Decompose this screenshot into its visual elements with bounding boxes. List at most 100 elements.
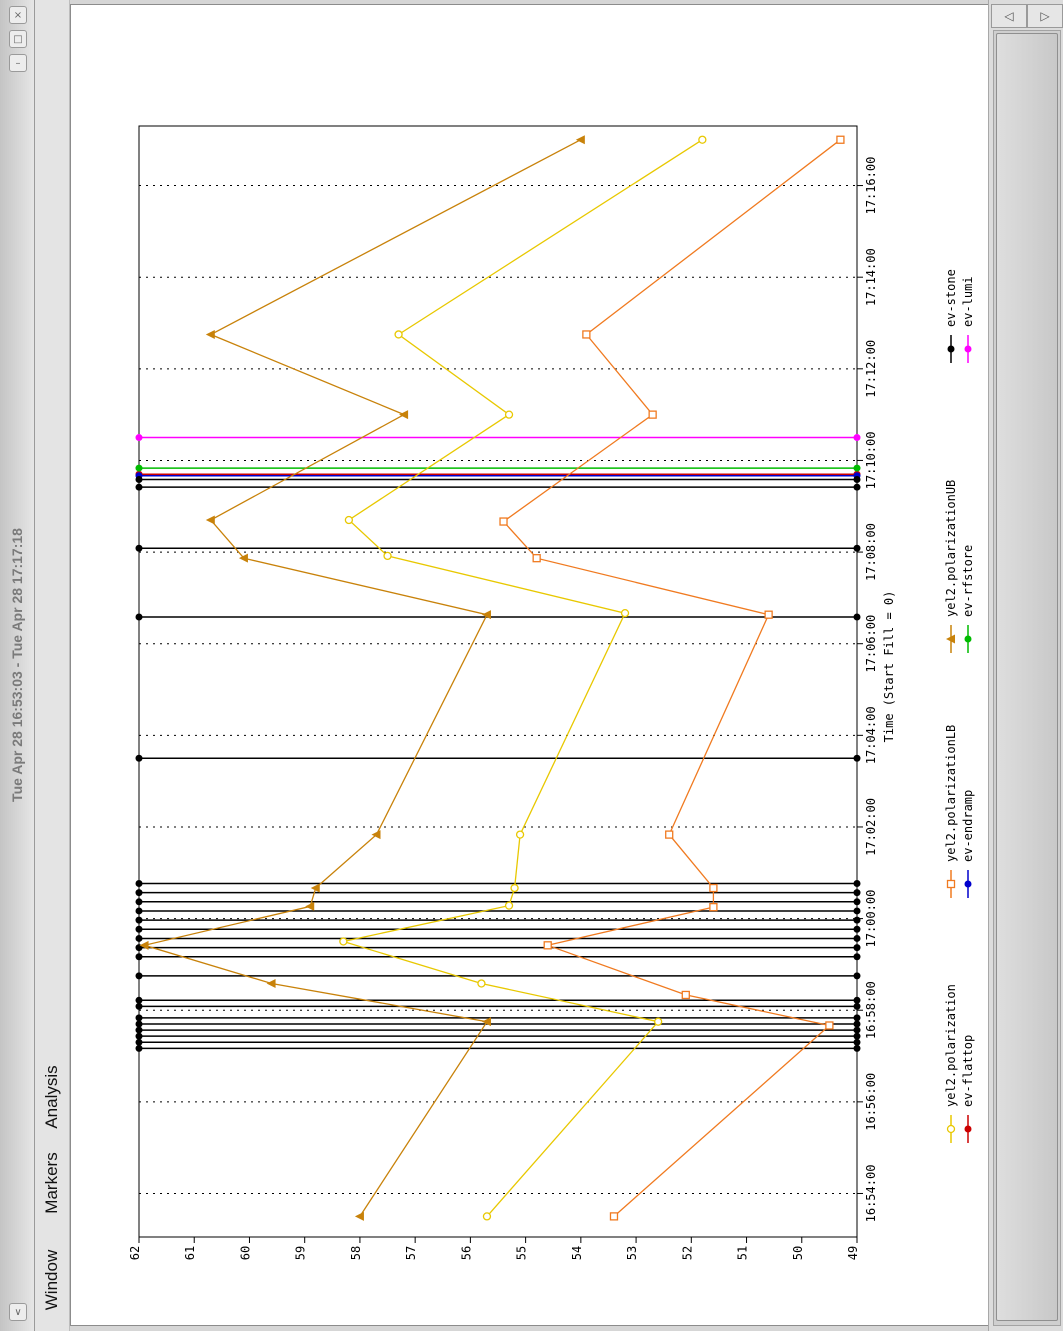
legend-label: yel2.polarizationUB [944,480,958,617]
event-dot-ev-stone [136,755,143,762]
scroll-up-arrow-icon[interactable]: ◁ [991,4,1027,28]
data-point-yel2.polarizationLB [710,904,717,911]
data-point-yel2.polarization [622,610,629,617]
window-menu-icon[interactable]: ∨ [9,1303,27,1321]
data-point-yel2.polarization [395,331,402,338]
menu-bar: Window Markers Analysis [35,0,70,1331]
event-dot-ev-stone [136,907,143,914]
event-dot-ev-stone [854,1014,861,1021]
value-tick-label: 53 [625,1246,639,1260]
time-tick-label: 17:06:00 [864,615,878,673]
event-dot-ev-rfstore [136,465,143,472]
event-dot-ev-stone [136,889,143,896]
event-dot-ev-stone [854,917,861,924]
event-dot-ev-stone [854,944,861,951]
minimize-icon[interactable]: – [9,54,27,72]
legend-label: yel2.polarization [944,984,958,1107]
value-tick-label: 49 [846,1246,860,1260]
event-dot-ev-stone [854,997,861,1004]
axis-label: Time (Start Fill = 0) [882,591,896,743]
data-point-yel2.polarization [478,980,485,987]
event-dot-ev-stone [854,898,861,905]
time-tick-label: 17:16:00 [864,157,878,215]
event-dot-ev-stone [854,1020,861,1027]
data-point-yel2.polarization [655,1018,662,1025]
data-point-yel2.polarization [506,902,513,909]
legend-label: ev-endramp [961,790,975,862]
event-dot-ev-stone [854,1003,861,1010]
event-dot-ev-stone [136,935,143,942]
time-tick-label: 16:54:00 [864,1165,878,1223]
event-dot-ev-stone [136,1045,143,1052]
data-point-yel2.polarization [699,136,706,143]
menu-window[interactable]: Window [42,1250,62,1310]
event-dot-ev-stone [136,898,143,905]
close-icon[interactable]: × [9,6,27,24]
data-point-yel2.polarizationUB [206,330,215,339]
time-tick-label: 17:00:00 [864,890,878,948]
series-line-yel2.polarizationLB [504,140,841,1217]
legend-label: ev-stone [944,269,958,327]
scrollbar: ◁ ▷ [988,0,1063,1331]
legend-marker [948,1126,955,1133]
legend-marker [965,346,972,353]
data-point-yel2.polarizationLB [500,518,507,525]
event-dot-ev-stone [136,1003,143,1010]
value-tick-label: 50 [791,1246,805,1260]
data-point-yel2.polarizationUB [482,610,491,619]
event-dot-ev-stone [854,1033,861,1040]
value-tick-label: 60 [238,1246,252,1260]
data-point-yel2.polarization [345,517,352,524]
legend-marker [965,636,972,643]
data-point-yel2.polarizationUB [206,516,215,525]
menu-analysis[interactable]: Analysis [42,1065,62,1128]
event-dot-ev-stone [854,1039,861,1046]
value-tick-label: 62 [128,1246,142,1260]
data-point-yel2.polarizationLB [826,1022,833,1029]
data-point-yel2.polarization [483,1213,490,1220]
value-tick-label: 51 [736,1246,750,1260]
event-dot-ev-lumi [854,434,861,441]
event-dot-ev-stone [854,476,861,483]
event-dot-ev-stone [136,1039,143,1046]
data-point-yel2.polarizationLB [544,942,551,949]
data-point-yel2.polarizationUB [399,410,408,419]
event-dot-ev-stone [136,1020,143,1027]
event-dot-ev-stone [854,972,861,979]
legend-label: ev-rfstore [961,545,975,617]
maximize-icon[interactable]: □ [9,30,27,48]
time-tick-label: 17:12:00 [864,340,878,398]
value-tick-label: 52 [680,1246,694,1260]
event-dot-ev-lumi [136,434,143,441]
scroll-trough[interactable] [993,30,1061,1326]
data-point-yel2.polarizationLB [710,885,717,892]
event-dot-ev-stone [136,880,143,887]
legend-marker [948,346,955,353]
event-dot-ev-stone [854,545,861,552]
value-tick-label: 54 [570,1246,584,1260]
data-point-yel2.polarization [506,411,513,418]
time-tick-label: 17:10:00 [864,432,878,490]
time-tick-label: 17:04:00 [864,706,878,764]
data-point-yel2.polarizationLB [765,611,772,618]
legend-label: ev-flattop [961,1035,975,1107]
data-point-yel2.polarization [340,938,347,945]
event-dot-ev-stone [854,755,861,762]
value-tick-label: 57 [404,1246,418,1260]
scroll-thumb[interactable] [996,33,1058,1321]
legend-label: yel2.polarizationLB [944,725,958,862]
scroll-down-arrow-icon[interactable]: ▷ [1027,4,1063,28]
event-dot-ev-stone [136,997,143,1004]
event-dot-ev-stone [136,953,143,960]
menu-markers[interactable]: Markers [42,1152,62,1213]
time-tick-label: 17:02:00 [864,798,878,856]
event-dot-ev-stone [136,476,143,483]
data-point-yel2.polarization [517,831,524,838]
data-point-yel2.polarizationLB [837,136,844,143]
time-tick-label: 16:58:00 [864,981,878,1039]
event-dot-ev-stone [854,926,861,933]
event-dot-ev-stone [854,1027,861,1034]
event-dot-ev-stone [854,953,861,960]
data-point-yel2.polarization [511,885,518,892]
series-line-yel2.polarizationUB [145,140,581,1217]
